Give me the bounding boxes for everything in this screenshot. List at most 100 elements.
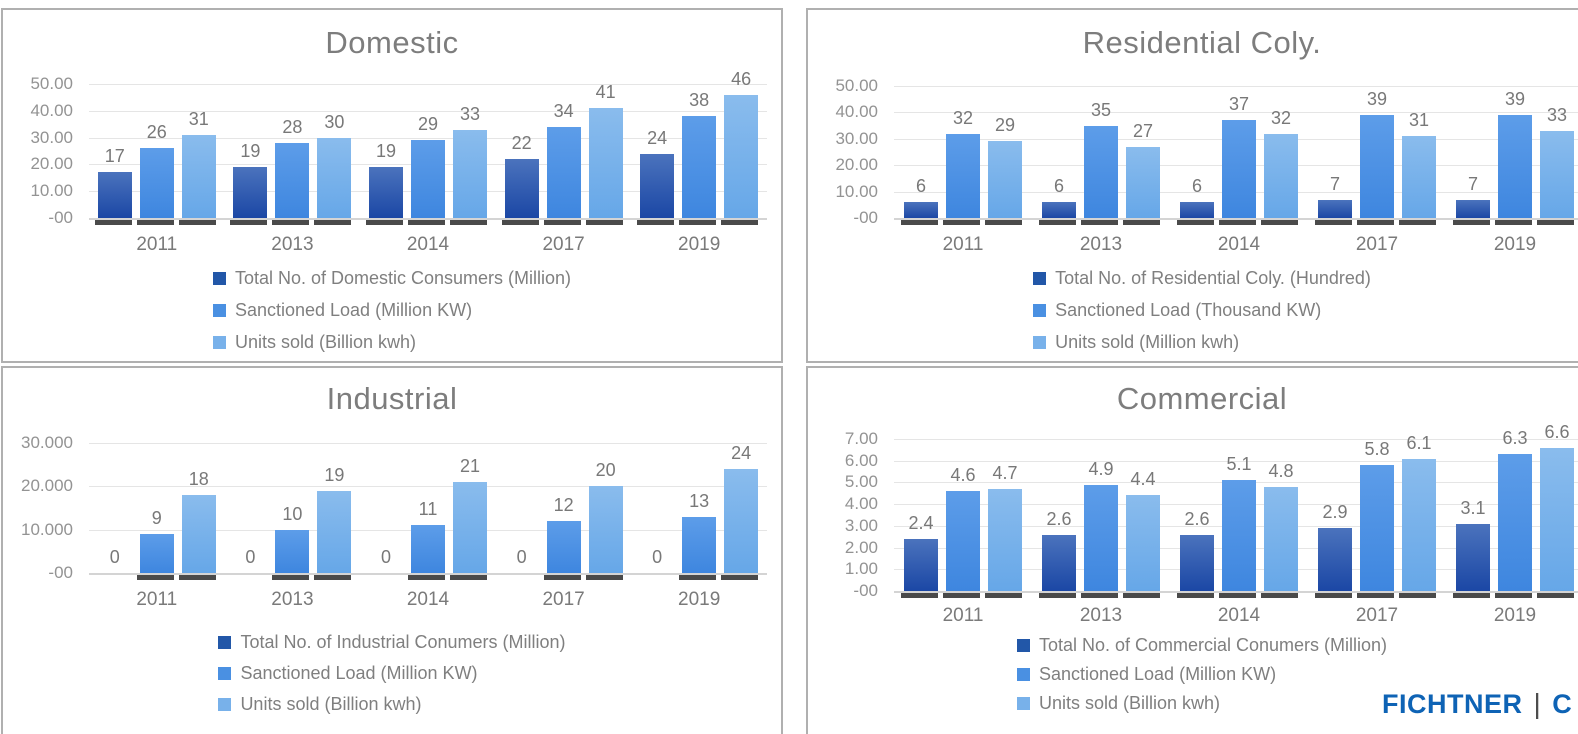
bar-value-label: 2.6 xyxy=(1184,508,1210,529)
bar-group-2013: 19 28 30 xyxy=(230,84,352,225)
bar-shadow xyxy=(178,575,216,580)
bar-value-label: 4.6 xyxy=(950,465,976,486)
legend-item: Sanctioned Load (Million KW) xyxy=(1016,660,1276,689)
y-tick-label: 20.000 xyxy=(21,476,73,496)
bar-shadow xyxy=(1177,220,1214,225)
bar-shadow xyxy=(637,220,675,225)
x-year-label: 2019 xyxy=(678,234,721,255)
y-tick-label: 50.00 xyxy=(30,74,73,93)
bar-series-1 xyxy=(504,159,539,218)
bar-series-1 xyxy=(1456,199,1490,218)
bar-slot: 18 xyxy=(178,469,216,580)
plot-region: 0 9 18 0 10 19 0 11 21 0 12 20 0 13 24 xyxy=(89,443,767,580)
bar-value-label: 27 xyxy=(1132,120,1154,141)
bar-value-label: 0 xyxy=(245,547,256,567)
bar-value-label: 4.8 xyxy=(1268,460,1294,481)
bar-slot: 7 xyxy=(1315,174,1352,225)
bar-slot: 6 xyxy=(901,176,938,225)
bar-slot: 27 xyxy=(1123,121,1160,225)
plot-region: 6 32 29 6 35 27 6 37 32 7 39 31 7 39 33 xyxy=(894,86,1578,225)
legend-swatch-icon xyxy=(1016,697,1030,710)
chart-title: Residential Coly. xyxy=(1082,25,1322,60)
x-year-label: 2013 xyxy=(271,234,314,255)
legend-item: Total No. of Commercial Conumers (Millio… xyxy=(1016,631,1387,660)
bar-series-3 xyxy=(181,495,216,573)
bar-shadow xyxy=(449,575,487,580)
bar-slot: 21 xyxy=(449,456,487,580)
bar-slot: 28 xyxy=(272,117,310,225)
legend-label: Units sold (Billion kwh) xyxy=(240,694,422,714)
bar-slot: 13 xyxy=(679,491,717,580)
bar-shadow xyxy=(272,575,310,580)
chart-panel-domestic: Domestic 50.00 40.00 30.00 20.00 10.00 -00 17 2… xyxy=(1,8,783,363)
y-tick-label: 7.00 xyxy=(844,429,878,448)
gridline xyxy=(89,137,767,139)
bar-shadow xyxy=(1537,220,1574,225)
bar-series-3 xyxy=(988,488,1022,591)
bar-series-3 xyxy=(1264,486,1298,591)
bar-series-3 xyxy=(1402,458,1436,591)
bar-slot: 31 xyxy=(1399,110,1436,225)
chart-plot-area: 50.00 40.00 30.00 20.00 10.00 -00 17 26 31 19 28 30… xyxy=(3,69,781,227)
bar-group-2017: 2.9 5.8 6.1 xyxy=(1315,433,1436,598)
bar-shadow xyxy=(679,575,717,580)
legend-item: Sanctioned Load (Million KW) xyxy=(212,294,472,326)
bar-slot: 39 xyxy=(1495,89,1532,225)
legend-swatch-icon xyxy=(1033,271,1047,285)
bar-shadow xyxy=(1219,593,1256,598)
bar-value-label: 46 xyxy=(731,68,752,89)
bar-shadow xyxy=(1537,593,1574,598)
x-year-label: 2014 xyxy=(406,589,450,610)
bar-value-label: 6 xyxy=(1053,176,1065,197)
bar-shadow xyxy=(585,220,623,225)
x-year-label: 2013 xyxy=(1079,605,1123,626)
gridline xyxy=(89,443,767,444)
bar-slot: 30 xyxy=(314,112,352,225)
bar-value-label: 21 xyxy=(459,456,480,476)
x-axis-labels: 2011 2013 2014 2017 2019 xyxy=(894,605,1578,627)
bar-value-label: 4.7 xyxy=(992,462,1018,483)
bar-shadow xyxy=(365,220,403,225)
bar-shadow xyxy=(1453,593,1490,598)
bar-slot: 26 xyxy=(136,122,174,225)
bar-slot: 2.6 xyxy=(1039,509,1076,598)
bar-value-label: 2.4 xyxy=(908,512,934,533)
bar-series-3 xyxy=(317,137,352,218)
legend-item: Units sold (Billion kwh) xyxy=(1016,689,1220,718)
bar-slot: 35 xyxy=(1081,100,1118,225)
bar-value-label: 2.9 xyxy=(1322,502,1348,523)
legend-swatch-icon xyxy=(1016,668,1030,681)
x-year-label: 2017 xyxy=(542,589,585,610)
bar-shadow xyxy=(721,220,759,225)
bar-series-1 xyxy=(1180,202,1214,218)
bar-series-2 xyxy=(1084,484,1118,591)
bar-value-label: 33 xyxy=(1546,104,1568,125)
gridline xyxy=(894,112,1578,114)
x-year-label: 2019 xyxy=(1493,234,1537,255)
chart-title: Industrial xyxy=(326,381,458,416)
bar-series-3 xyxy=(588,486,623,573)
bar-slot: 10 xyxy=(272,504,310,580)
bar-group-2014: 6 37 32 xyxy=(1177,86,1298,225)
bar-value-label: 24 xyxy=(731,443,752,463)
bar-group-2014: 19 29 33 xyxy=(365,84,487,225)
legend-label: Units sold (Million kwh) xyxy=(1055,331,1240,352)
logo-divider: | xyxy=(1533,688,1542,719)
x-year-label: 2019 xyxy=(1493,605,1537,626)
bar-value-label: 33 xyxy=(459,103,480,124)
bar-groups: 2.4 4.6 4.7 2.6 4.9 4.4 2.6 5.1 4.8 2.9 5.8 6.1 3.1 6… xyxy=(894,422,1578,598)
bar-shadow xyxy=(721,575,759,580)
bar-shadow xyxy=(136,575,174,580)
legend-item: Sanctioned Load (Million KW) xyxy=(218,658,478,689)
bar-series-2 xyxy=(1360,465,1394,591)
bar-value-label: 24 xyxy=(647,127,668,148)
bar-value-label: 4.9 xyxy=(1088,458,1114,479)
bar-series-1 xyxy=(1042,534,1076,591)
y-axis: 30.000 20.000 10.000 -00 xyxy=(3,433,89,582)
bar-series-3 xyxy=(1126,495,1160,591)
bar-slot: 2.6 xyxy=(1177,509,1214,598)
bar-series-3 xyxy=(724,469,759,573)
bar-shadow xyxy=(1219,220,1256,225)
legend-label: Sanctioned Load (Thousand KW) xyxy=(1055,299,1322,320)
